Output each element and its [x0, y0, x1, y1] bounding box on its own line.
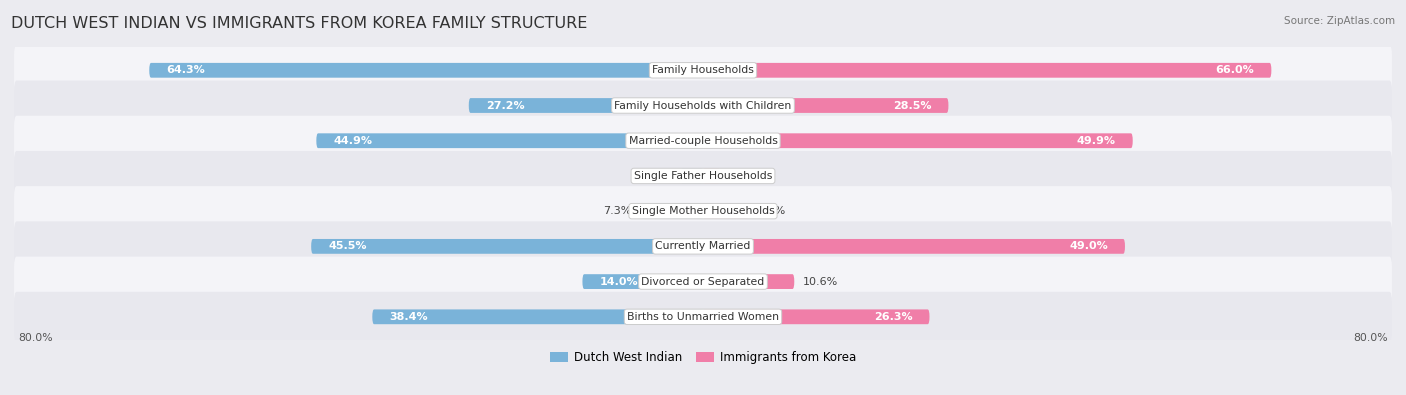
Text: 49.0%: 49.0%: [1069, 241, 1108, 251]
FancyBboxPatch shape: [582, 274, 703, 289]
FancyBboxPatch shape: [14, 45, 1392, 95]
Text: DUTCH WEST INDIAN VS IMMIGRANTS FROM KOREA FAMILY STRUCTURE: DUTCH WEST INDIAN VS IMMIGRANTS FROM KOR…: [11, 16, 588, 31]
FancyBboxPatch shape: [316, 134, 703, 148]
Text: 2.6%: 2.6%: [644, 171, 672, 181]
FancyBboxPatch shape: [703, 134, 1133, 148]
FancyBboxPatch shape: [373, 309, 703, 324]
Text: Family Households with Children: Family Households with Children: [614, 100, 792, 111]
FancyBboxPatch shape: [14, 221, 1392, 271]
FancyBboxPatch shape: [14, 257, 1392, 307]
FancyBboxPatch shape: [703, 63, 1271, 78]
Text: 2.0%: 2.0%: [728, 171, 758, 181]
Text: 7.3%: 7.3%: [603, 206, 631, 216]
FancyBboxPatch shape: [14, 292, 1392, 342]
Text: Married-couple Households: Married-couple Households: [628, 136, 778, 146]
Text: 26.3%: 26.3%: [873, 312, 912, 322]
FancyBboxPatch shape: [311, 239, 703, 254]
Text: Source: ZipAtlas.com: Source: ZipAtlas.com: [1284, 16, 1395, 26]
Text: Currently Married: Currently Married: [655, 241, 751, 251]
FancyBboxPatch shape: [703, 274, 794, 289]
Text: 38.4%: 38.4%: [389, 312, 429, 322]
Text: 14.0%: 14.0%: [599, 276, 638, 287]
Text: Family Households: Family Households: [652, 65, 754, 75]
Text: 66.0%: 66.0%: [1215, 65, 1254, 75]
FancyBboxPatch shape: [703, 98, 949, 113]
Text: Births to Unmarried Women: Births to Unmarried Women: [627, 312, 779, 322]
FancyBboxPatch shape: [703, 309, 929, 324]
FancyBboxPatch shape: [703, 169, 720, 183]
Text: 10.6%: 10.6%: [803, 276, 838, 287]
Text: 49.9%: 49.9%: [1077, 136, 1115, 146]
FancyBboxPatch shape: [640, 204, 703, 218]
Text: Single Mother Households: Single Mother Households: [631, 206, 775, 216]
Text: 5.3%: 5.3%: [758, 206, 786, 216]
Text: Single Father Households: Single Father Households: [634, 171, 772, 181]
Text: 64.3%: 64.3%: [166, 65, 205, 75]
Text: Divorced or Separated: Divorced or Separated: [641, 276, 765, 287]
FancyBboxPatch shape: [14, 81, 1392, 130]
FancyBboxPatch shape: [468, 98, 703, 113]
FancyBboxPatch shape: [14, 116, 1392, 166]
FancyBboxPatch shape: [703, 204, 748, 218]
FancyBboxPatch shape: [14, 151, 1392, 201]
Text: 27.2%: 27.2%: [486, 100, 524, 111]
FancyBboxPatch shape: [703, 239, 1125, 254]
Text: 28.5%: 28.5%: [893, 100, 931, 111]
Legend: Dutch West Indian, Immigrants from Korea: Dutch West Indian, Immigrants from Korea: [546, 346, 860, 369]
Text: 80.0%: 80.0%: [18, 333, 53, 343]
Text: 45.5%: 45.5%: [329, 241, 367, 251]
FancyBboxPatch shape: [681, 169, 703, 183]
FancyBboxPatch shape: [14, 186, 1392, 236]
Text: 80.0%: 80.0%: [1353, 333, 1388, 343]
Text: 44.9%: 44.9%: [333, 136, 373, 146]
FancyBboxPatch shape: [149, 63, 703, 78]
